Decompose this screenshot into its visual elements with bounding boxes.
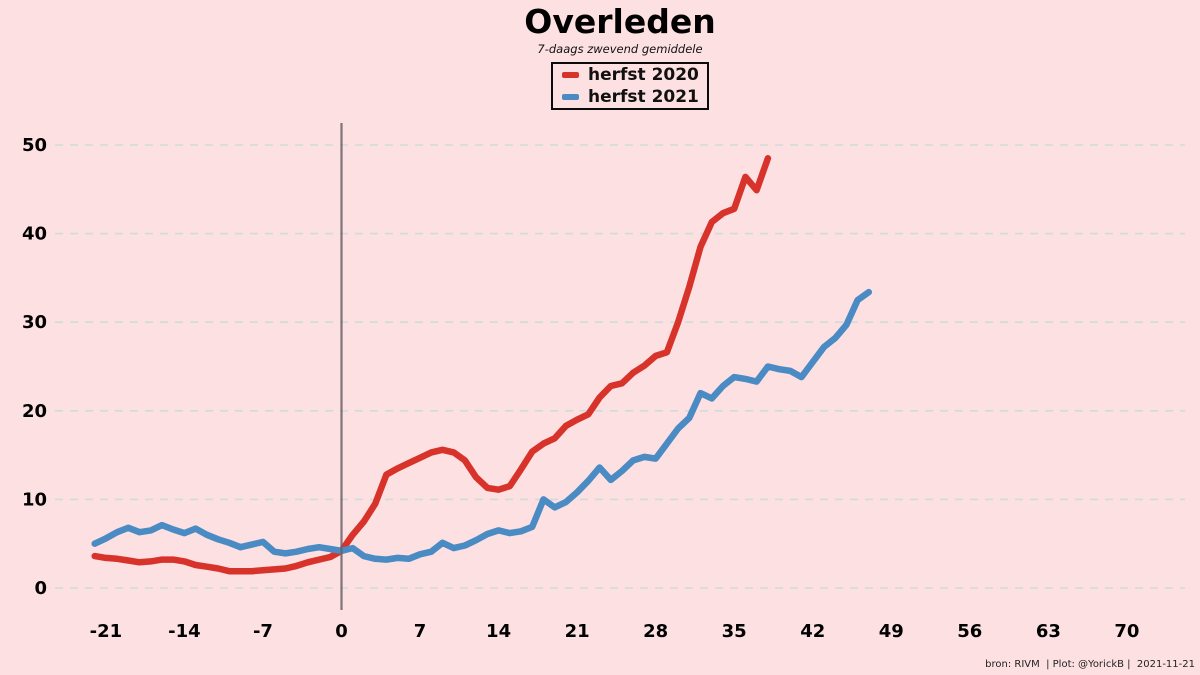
- svg-text:7: 7: [414, 621, 427, 642]
- legend-swatch-herfst-2020: [562, 72, 579, 78]
- legend-item: herfst 2021: [562, 87, 707, 108]
- svg-text:-7: -7: [253, 621, 273, 642]
- herfst-2020-line: [91, 155, 772, 575]
- legend-label: herfst 2021: [588, 86, 699, 107]
- footer-credit: bron: RIVM | Plot: @YorickB | 2021-11-21: [985, 659, 1195, 670]
- chart-subtitle: 7-daags zwevend gemiddele: [537, 42, 703, 56]
- legend-item: herfst 2020: [562, 65, 707, 86]
- svg-text:40: 40: [22, 224, 47, 245]
- svg-text:0: 0: [335, 621, 348, 642]
- gridlines: [55, 144, 1185, 589]
- svg-text:42: 42: [800, 621, 825, 642]
- svg-text:14: 14: [486, 621, 511, 642]
- x-axis-labels: -21 -14 -7 0 7 14 21 28 35 42 49 56 63 70: [90, 621, 1140, 642]
- legend: herfst 2020 herfst 2021: [551, 62, 709, 110]
- svg-text:-21: -21: [90, 621, 123, 642]
- svg-text:70: 70: [1114, 621, 1139, 642]
- legend-swatch-herfst-2021: [562, 94, 579, 100]
- svg-text:56: 56: [957, 621, 982, 642]
- legend-label: herfst 2020: [588, 64, 699, 85]
- svg-text:30: 30: [22, 312, 47, 333]
- svg-text:-14: -14: [168, 621, 201, 642]
- herfst-2021-line: [91, 288, 873, 563]
- svg-text:50: 50: [22, 135, 47, 156]
- svg-text:21: 21: [565, 621, 590, 642]
- series-lines: [91, 155, 873, 575]
- svg-text:63: 63: [1036, 621, 1061, 642]
- svg-text:28: 28: [643, 621, 668, 642]
- svg-text:0: 0: [34, 578, 47, 599]
- svg-text:10: 10: [22, 489, 47, 510]
- y-axis-labels: 0 10 20 30 40 50: [22, 135, 47, 599]
- svg-text:35: 35: [722, 621, 747, 642]
- svg-text:20: 20: [22, 401, 47, 422]
- chart-title: Overleden: [524, 2, 716, 41]
- svg-text:49: 49: [879, 621, 904, 642]
